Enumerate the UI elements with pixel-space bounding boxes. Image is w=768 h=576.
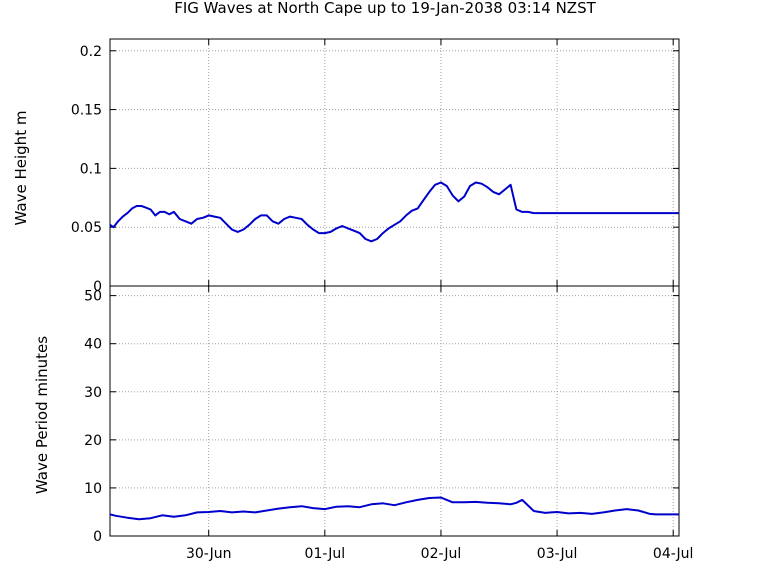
y-tick-label: 10: [84, 481, 102, 497]
y-tick-label: 0.05: [71, 220, 102, 236]
x-tick-label: 02-Jul: [421, 546, 462, 562]
wave-period-panel: 0 10 20 30 40 50 30-Jun 01-Jul 02-Jul 03-Jul 04-Ju…: [33, 285, 694, 562]
y-tick-label: 0: [93, 279, 102, 295]
y-tick-label: 50: [84, 289, 102, 305]
y-tick-label: 20: [84, 433, 102, 449]
y-tick-label: 0.1: [80, 161, 102, 177]
plot-frame: [109, 285, 680, 537]
y-tick-label: 0: [93, 529, 102, 545]
x-tick-label: 01-Jul: [305, 546, 346, 562]
series-line: [109, 181, 679, 243]
y-axis-label: Wave Height m: [12, 111, 30, 226]
y-axis-label: Wave Period minutes: [33, 336, 51, 494]
x-tick-label: 04-Jul: [653, 546, 694, 562]
y-tick-label: 0.2: [80, 44, 102, 60]
series-line: [109, 496, 679, 521]
wave-height-panel: 0 0.05 0.1 0.15 0.2 Wave Height m: [12, 38, 680, 295]
y-tick-label: 0.15: [71, 103, 102, 119]
x-tick-label: 03-Jul: [537, 546, 578, 562]
chart-title: FIG Waves at North Cape up to 19-Jan-203…: [174, 0, 596, 17]
y-tick-label: 40: [84, 337, 102, 353]
x-tick-label: 30-Jun: [186, 546, 232, 562]
y-tick-label: 30: [84, 385, 102, 401]
